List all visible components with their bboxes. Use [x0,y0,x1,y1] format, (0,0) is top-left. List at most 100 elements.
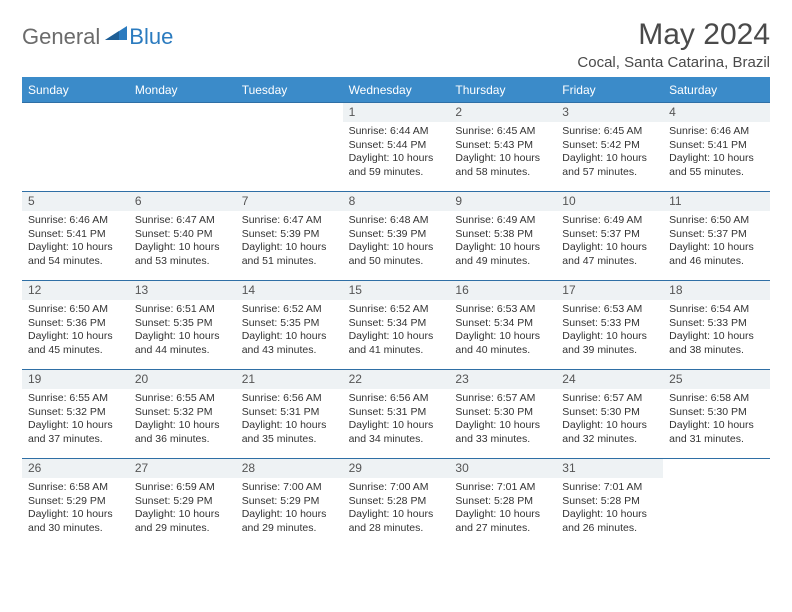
day-sunrise: Sunrise: 6:53 AM [455,303,550,316]
day-number: 4 [663,103,770,122]
day-sunset: Sunset: 5:37 PM [562,228,657,241]
day-number: 14 [236,281,343,300]
day-cell: 6Sunrise: 6:47 AMSunset: 5:40 PMDaylight… [129,192,236,280]
brand-part2: Blue [129,24,173,50]
day-sunset: Sunset: 5:39 PM [242,228,337,241]
day-number: 30 [449,459,556,478]
day-daylight1: Daylight: 10 hours [455,241,550,254]
day-daylight2: and 40 minutes. [455,344,550,357]
day-daylight2: and 41 minutes. [349,344,444,357]
day-daylight1: Daylight: 10 hours [28,241,123,254]
day-daylight2: and 59 minutes. [349,166,444,179]
location-text: Cocal, Santa Catarina, Brazil [577,54,770,71]
day-daylight1: Daylight: 10 hours [28,419,123,432]
day-daylight1: Daylight: 10 hours [135,508,230,521]
day-sunrise: Sunrise: 6:59 AM [135,481,230,494]
brand-logo: General Blue [22,24,173,50]
day-daylight1: Daylight: 10 hours [135,241,230,254]
day-cell: 27Sunrise: 6:59 AMSunset: 5:29 PMDayligh… [129,459,236,547]
day-sunset: Sunset: 5:36 PM [28,317,123,330]
day-sunrise: Sunrise: 7:00 AM [349,481,444,494]
day-daylight2: and 27 minutes. [455,522,550,535]
weekday-thursday: Thursday [449,78,556,102]
day-daylight1: Daylight: 10 hours [135,419,230,432]
day-cell: 20Sunrise: 6:55 AMSunset: 5:32 PMDayligh… [129,370,236,458]
day-daylight1: Daylight: 10 hours [242,241,337,254]
day-daylight2: and 37 minutes. [28,433,123,446]
day-cell: 28Sunrise: 7:00 AMSunset: 5:29 PMDayligh… [236,459,343,547]
day-daylight1: Daylight: 10 hours [455,330,550,343]
day-cell: 18Sunrise: 6:54 AMSunset: 5:33 PMDayligh… [663,281,770,369]
week-row: 19Sunrise: 6:55 AMSunset: 5:32 PMDayligh… [22,369,770,458]
day-cell: 30Sunrise: 7:01 AMSunset: 5:28 PMDayligh… [449,459,556,547]
day-cell: 15Sunrise: 6:52 AMSunset: 5:34 PMDayligh… [343,281,450,369]
day-cell: 21Sunrise: 6:56 AMSunset: 5:31 PMDayligh… [236,370,343,458]
day-daylight2: and 31 minutes. [669,433,764,446]
day-daylight1: Daylight: 10 hours [562,330,657,343]
day-sunrise: Sunrise: 6:52 AM [242,303,337,316]
day-sunset: Sunset: 5:29 PM [28,495,123,508]
day-daylight1: Daylight: 10 hours [349,152,444,165]
day-daylight1: Daylight: 10 hours [349,419,444,432]
brand-triangle-icon [105,24,127,40]
day-sunrise: Sunrise: 6:50 AM [28,303,123,316]
day-sunset: Sunset: 5:33 PM [669,317,764,330]
day-daylight2: and 32 minutes. [562,433,657,446]
day-sunset: Sunset: 5:29 PM [242,495,337,508]
title-block: May 2024 Cocal, Santa Catarina, Brazil [577,18,770,71]
day-sunrise: Sunrise: 7:00 AM [242,481,337,494]
day-daylight2: and 49 minutes. [455,255,550,268]
day-number: 18 [663,281,770,300]
day-cell: 7Sunrise: 6:47 AMSunset: 5:39 PMDaylight… [236,192,343,280]
day-number: 7 [236,192,343,211]
day-sunset: Sunset: 5:28 PM [455,495,550,508]
day-number: 11 [663,192,770,211]
day-number: 1 [343,103,450,122]
day-sunrise: Sunrise: 6:56 AM [349,392,444,405]
day-sunrise: Sunrise: 6:54 AM [669,303,764,316]
day-cell: 9Sunrise: 6:49 AMSunset: 5:38 PMDaylight… [449,192,556,280]
day-cell: 1Sunrise: 6:44 AMSunset: 5:44 PMDaylight… [343,103,450,191]
day-sunrise: Sunrise: 6:45 AM [562,125,657,138]
day-number: 19 [22,370,129,389]
month-title: May 2024 [577,18,770,52]
day-daylight2: and 45 minutes. [28,344,123,357]
day-daylight1: Daylight: 10 hours [562,508,657,521]
day-cell: 13Sunrise: 6:51 AMSunset: 5:35 PMDayligh… [129,281,236,369]
day-sunset: Sunset: 5:34 PM [455,317,550,330]
day-sunset: Sunset: 5:31 PM [349,406,444,419]
day-daylight2: and 47 minutes. [562,255,657,268]
day-number: 5 [22,192,129,211]
day-sunset: Sunset: 5:35 PM [242,317,337,330]
day-cell: 14Sunrise: 6:52 AMSunset: 5:35 PMDayligh… [236,281,343,369]
day-sunrise: Sunrise: 6:55 AM [28,392,123,405]
day-sunset: Sunset: 5:38 PM [455,228,550,241]
day-cell: 8Sunrise: 6:48 AMSunset: 5:39 PMDaylight… [343,192,450,280]
day-sunrise: Sunrise: 6:56 AM [242,392,337,405]
day-daylight1: Daylight: 10 hours [242,419,337,432]
day-sunset: Sunset: 5:29 PM [135,495,230,508]
day-daylight2: and 26 minutes. [562,522,657,535]
day-daylight2: and 51 minutes. [242,255,337,268]
day-cell [663,459,770,547]
day-daylight2: and 57 minutes. [562,166,657,179]
day-daylight1: Daylight: 10 hours [455,419,550,432]
header: General Blue May 2024 Cocal, Santa Catar… [22,18,770,71]
day-daylight2: and 43 minutes. [242,344,337,357]
day-daylight2: and 30 minutes. [28,522,123,535]
day-number: 10 [556,192,663,211]
day-number: 21 [236,370,343,389]
calendar-page: General Blue May 2024 Cocal, Santa Catar… [0,0,792,557]
week-row: 12Sunrise: 6:50 AMSunset: 5:36 PMDayligh… [22,280,770,369]
day-number: 23 [449,370,556,389]
day-daylight1: Daylight: 10 hours [28,330,123,343]
day-cell: 25Sunrise: 6:58 AMSunset: 5:30 PMDayligh… [663,370,770,458]
brand-part1: General [22,24,100,50]
day-daylight2: and 55 minutes. [669,166,764,179]
day-cell: 4Sunrise: 6:46 AMSunset: 5:41 PMDaylight… [663,103,770,191]
day-cell: 12Sunrise: 6:50 AMSunset: 5:36 PMDayligh… [22,281,129,369]
day-sunset: Sunset: 5:30 PM [669,406,764,419]
day-daylight2: and 46 minutes. [669,255,764,268]
day-cell: 16Sunrise: 6:53 AMSunset: 5:34 PMDayligh… [449,281,556,369]
day-daylight1: Daylight: 10 hours [669,152,764,165]
